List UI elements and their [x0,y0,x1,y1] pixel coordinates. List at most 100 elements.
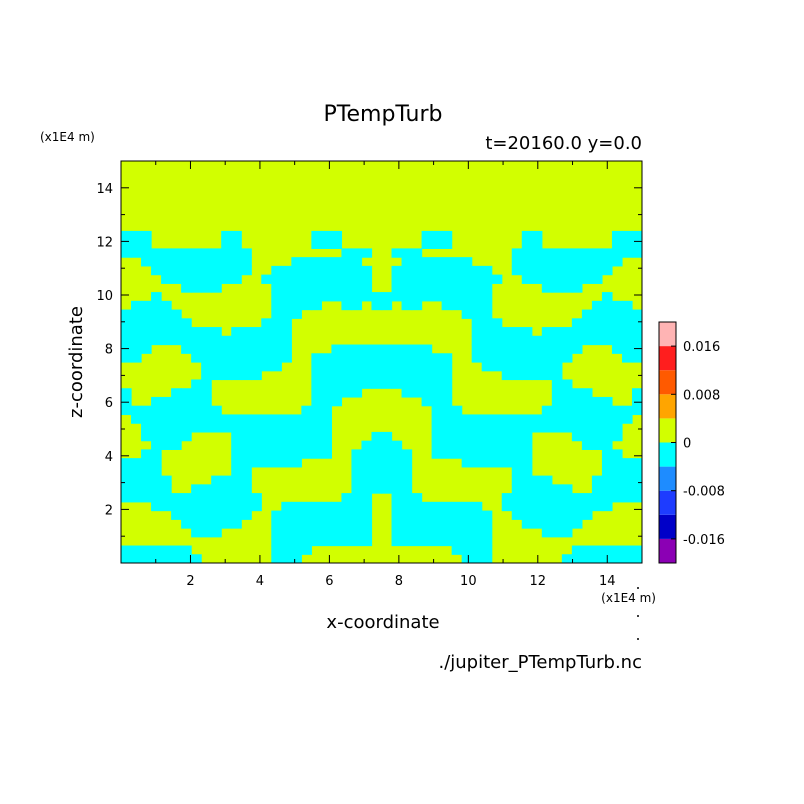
field-cell [601,423,613,433]
field-cell [481,274,493,284]
field-cell [491,335,503,346]
field-cell [411,283,423,293]
field-cell [221,510,232,520]
field-cell [301,414,312,424]
field-cell [121,344,132,354]
field-cell [371,370,383,381]
field-cell [191,501,202,512]
field-cell [581,396,593,407]
field-cell [291,431,302,442]
field-cell [311,353,322,363]
field-cell [241,265,252,276]
field-cell [461,300,473,311]
field-cell [391,353,403,363]
field-cell [621,335,633,346]
field-cell [631,466,642,477]
field-cell [441,536,453,547]
field-cell [211,475,222,485]
field-cell [201,405,212,416]
field-cell [561,493,573,503]
field-cell [421,274,433,284]
field-cell [341,274,353,284]
field-cell [131,239,142,249]
field-cell [211,493,222,503]
field-cell [461,440,473,450]
field-cell [401,458,413,468]
field-cell [551,388,563,398]
field-cell [201,370,212,381]
field-cell [151,423,162,433]
field-cell [421,379,433,389]
field-cell [571,545,583,555]
field-cell [431,528,443,538]
field-cell [401,528,413,538]
field-cell [441,388,453,398]
field-cell [611,405,623,416]
field-cell [341,501,353,512]
field-cell [271,440,282,450]
field-cell [431,265,443,276]
field-cell [291,545,302,555]
field-cell [531,265,543,276]
field-cell [311,449,322,459]
field-cell [481,300,493,311]
field-cell [181,493,192,503]
field-cell [431,405,443,416]
field-cell [221,370,232,381]
field-cell [541,335,553,346]
field-cell [511,484,523,494]
field-cell [531,510,543,520]
field-cell [311,230,322,241]
field-cell [371,344,383,354]
field-cell [331,388,343,398]
field-cell [231,335,242,346]
field-cell [471,292,483,302]
field-cell [501,493,513,503]
colorbar-tick-label: 0 [683,437,691,452]
field-cell [311,405,322,416]
field-cell [181,335,192,346]
field-cell [361,362,373,372]
field-cell [431,396,443,407]
colorbar-segment [659,514,676,539]
field-cell [531,519,543,529]
field-cell [571,318,583,328]
field-cell [261,431,272,442]
field-cell [541,370,553,381]
field-cell [561,510,573,520]
field-cell [341,519,353,529]
field-cell [511,475,523,485]
field-cell [171,396,182,407]
field-cell [591,501,603,512]
field-cell [221,519,232,529]
field-cell [251,362,262,372]
field-cell [631,545,642,555]
field-cell [291,257,302,267]
field-cell [481,431,493,442]
field-cell [391,274,403,284]
field-cell [401,475,413,485]
field-cell [181,265,192,276]
field-cell [161,300,172,311]
field-cell [341,510,353,520]
field-cell [461,510,473,520]
field-cell [121,309,132,319]
field-cell [261,449,272,459]
field-cell [141,327,152,337]
field-cell [451,501,463,512]
field-cell [271,362,282,372]
field-cell [541,528,553,538]
field-cell [411,257,423,267]
field-cell [441,239,453,249]
field-cell [161,484,172,494]
field-cell [601,318,613,328]
field-cell [551,353,563,363]
field-cell [211,510,222,520]
field-cell [531,353,543,363]
field-cell [361,265,373,276]
field-cell [601,475,613,485]
field-cell [571,283,583,293]
field-cell [361,449,373,459]
field-cell [181,274,192,284]
field-cell [371,440,383,450]
